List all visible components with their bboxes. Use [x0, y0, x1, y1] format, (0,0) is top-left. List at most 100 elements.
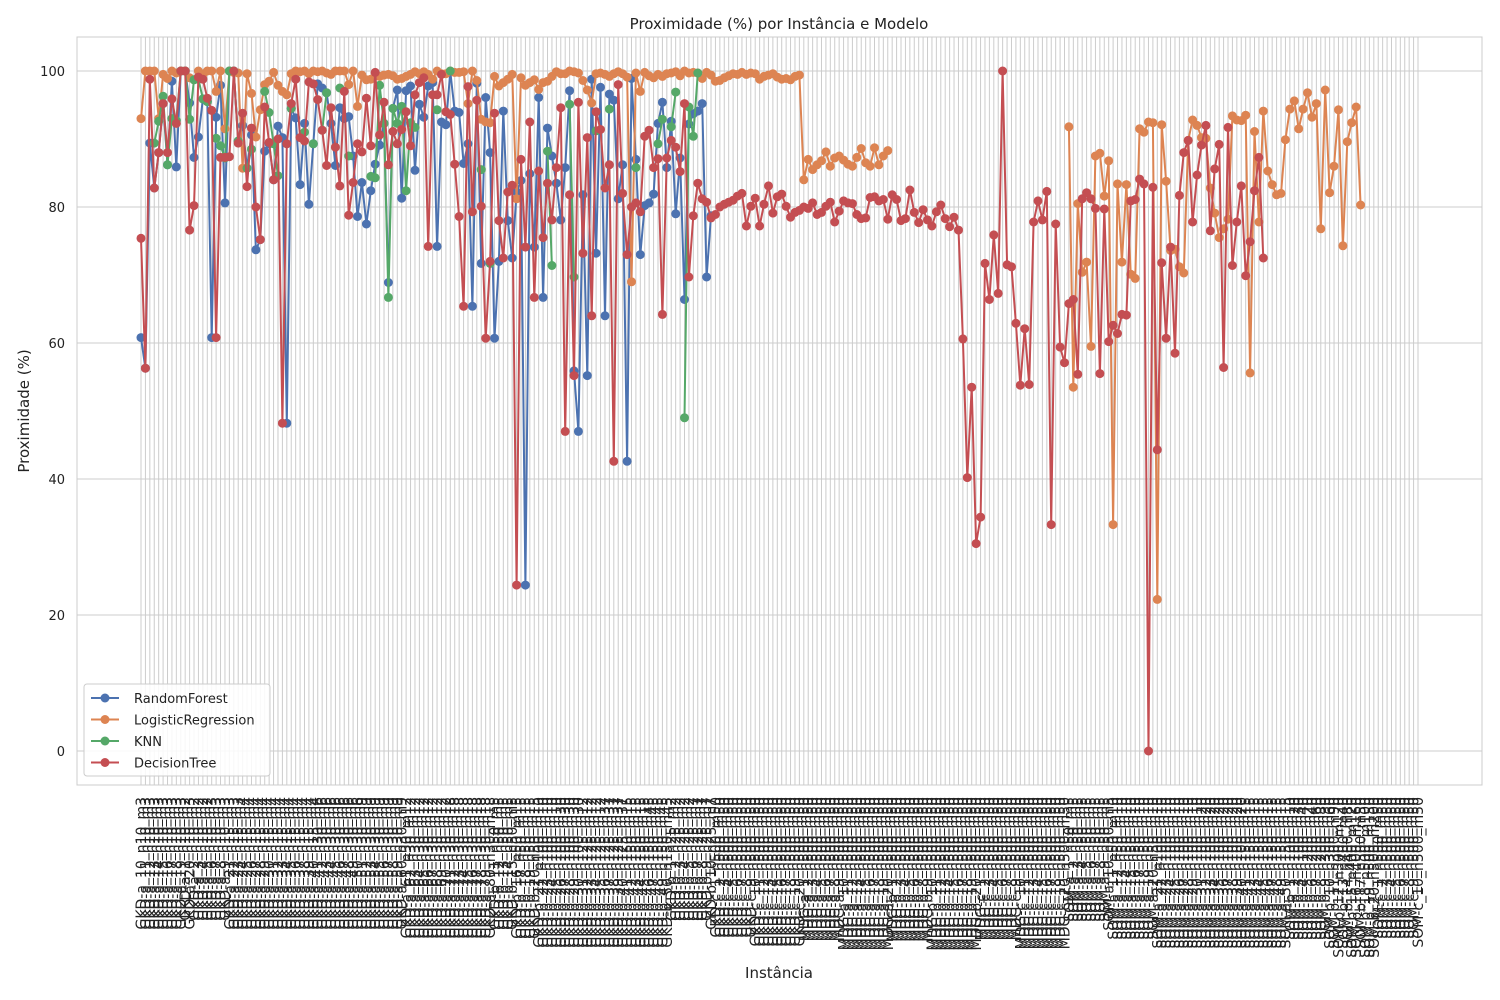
data-point	[1347, 118, 1357, 128]
data-point	[414, 99, 424, 109]
x-tick-label: GKD-a_4_n10_m2	[196, 797, 212, 921]
x-tick-label: GKD-b_46_n150_m45	[642, 797, 658, 948]
data-point	[1161, 333, 1171, 343]
data-point	[1250, 127, 1259, 136]
data-point	[410, 165, 420, 175]
data-point	[613, 80, 623, 90]
data-point	[189, 152, 199, 162]
data-point	[326, 103, 336, 113]
data-point	[976, 512, 986, 522]
data-point	[622, 72, 632, 82]
x-tick-label: GKD-a_16_n10_m3	[161, 797, 177, 930]
data-point	[635, 207, 645, 217]
data-point	[1338, 241, 1348, 251]
y-tick-label: 100	[40, 65, 65, 80]
data-point	[180, 66, 190, 76]
data-point	[1042, 186, 1052, 196]
x-tick-label: GKD-a_64_n30_m12	[412, 797, 428, 938]
data-point	[1007, 262, 1016, 272]
x-tick-label: GKD-b_41_n150_m15	[620, 797, 636, 948]
data-point	[277, 418, 287, 428]
data-point	[817, 156, 826, 166]
x-tick-label: MDG-a_11_n500_m50	[841, 797, 857, 950]
data-point	[578, 76, 588, 85]
data-point	[251, 202, 261, 212]
x-tick-label: SOM-a_24_n100_m10	[1164, 797, 1180, 948]
x-tick-label: GKD-c_2_n500_m50	[713, 797, 729, 938]
x-tick-label: GKD-a_69_n30_m12	[434, 797, 450, 938]
x-tick-label: GKD-c_7_n500_m50	[735, 797, 751, 938]
data-point	[366, 141, 376, 151]
x-tick-label: GKD-a_12_n10_m3	[143, 797, 159, 930]
data-point	[644, 198, 654, 208]
data-point	[777, 189, 787, 199]
x-tick-label: SOM-c_5_n500_m50	[1389, 797, 1405, 939]
data-point	[737, 188, 747, 198]
x-tick-label: GKD-b_22_n100_m10	[536, 797, 552, 948]
y-tick-label: 20	[48, 609, 65, 624]
data-point	[534, 84, 544, 94]
data-point	[211, 86, 221, 96]
data-point	[406, 81, 415, 91]
data-point	[799, 175, 809, 185]
x-tick-label: SOM-a_49_n150_m15	[1274, 797, 1290, 948]
data-point	[308, 79, 318, 89]
x-tick-label: GKD-a_66_n30_m12	[421, 797, 437, 938]
data-point	[1099, 191, 1109, 201]
x-tick-label: SOM-a_21_n100_m10	[1150, 797, 1166, 948]
x-tick-label: MDG-b_19_n500_m50	[965, 797, 981, 951]
x-tick-label: MDG-b_20_n500_m50	[969, 797, 985, 951]
data-point	[671, 209, 681, 219]
legend-label: LogisticRegression	[134, 714, 255, 729]
data-point	[432, 241, 442, 251]
x-tick-label: SOM-a_22_n100_m10	[1155, 797, 1171, 948]
x-tick-label: GKD-b_13_n50_m5	[496, 797, 512, 930]
data-point	[1020, 324, 1030, 334]
data-point	[406, 141, 415, 151]
data-point	[295, 180, 305, 190]
data-point	[454, 212, 464, 221]
x-tick-label: GKD-a_3_n10_m2	[191, 797, 207, 921]
x-tick-label: GKD-c_12_n500_m50	[757, 797, 773, 946]
x-tick-label: SOM-a_46_n150_m15	[1261, 797, 1277, 948]
data-point	[476, 201, 486, 211]
data-point	[967, 382, 977, 392]
data-point	[573, 426, 583, 436]
x-tick-label: SOM-b_16_n400_m160	[1349, 797, 1365, 958]
data-point	[1205, 226, 1215, 236]
x-tick-label: GKD-c_3_n500_m50	[717, 797, 733, 938]
x-tick-label: GKD-a_67_n30_m12	[426, 797, 442, 938]
y-axis-ticks: 0 20 40 60 80 100	[40, 65, 65, 760]
x-tick-label: SOM-a_27_n100_m10	[1177, 797, 1193, 948]
data-point	[534, 93, 544, 102]
data-point	[1258, 106, 1268, 116]
data-point	[1152, 445, 1162, 455]
x-tick-label: GKD-a_44_n30_m6	[324, 797, 340, 930]
x-tick-label: SOM-a_30_n100_m10	[1190, 797, 1206, 948]
y-tick-label: 0	[57, 745, 65, 760]
x-tick-label: GKD-b_30_n100_m30	[571, 797, 587, 948]
data-point	[158, 99, 168, 109]
data-point	[768, 208, 778, 218]
data-point	[622, 456, 632, 466]
data-point	[675, 167, 685, 177]
x-tick-label: GKD-a_48_n30_m6	[342, 797, 358, 930]
data-point	[538, 233, 548, 243]
data-point	[1232, 217, 1242, 227]
data-point	[547, 261, 557, 270]
x-tick-label: MDG-c_6_n500_m50	[996, 797, 1012, 940]
data-point	[565, 86, 575, 96]
data-point	[1130, 273, 1140, 283]
data-point	[560, 163, 570, 173]
x-tick-label: SOM-a_10_n50_m5	[1102, 797, 1118, 931]
data-point	[419, 112, 429, 122]
x-tick-label: GKD-c_13_n500_m50	[761, 797, 777, 946]
data-point	[702, 197, 712, 207]
data-point	[207, 105, 217, 115]
x-tick-label: SOM-a_23_n100_m10	[1159, 797, 1175, 948]
data-point	[224, 152, 234, 162]
x-tick-label: MDG-c_4_n500_m50	[987, 797, 1003, 940]
data-point	[1179, 268, 1189, 278]
x-tick-label: GKD-a_57_n30_m9	[381, 797, 397, 930]
data-point	[1064, 122, 1074, 132]
